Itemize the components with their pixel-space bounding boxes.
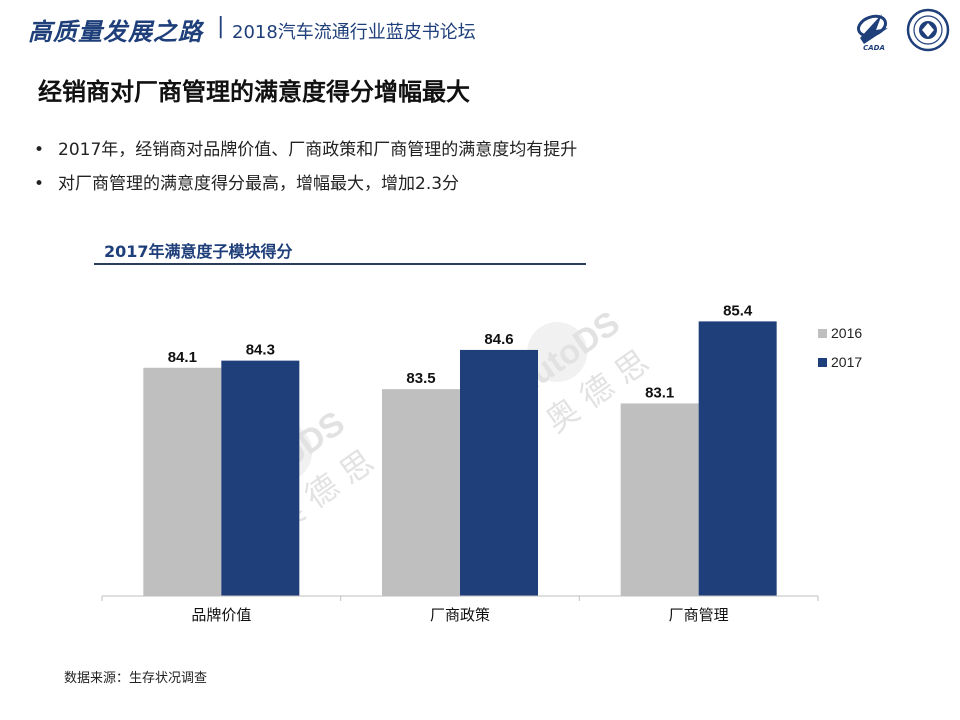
bar-2016-1 [382, 389, 460, 596]
header-title: 高质量发展之路 [28, 17, 203, 46]
legend-swatch-2016 [818, 329, 827, 338]
chart-title-underline [94, 263, 586, 265]
category-label: 品牌价值 [191, 606, 251, 624]
bullet-item: • 2017年，经销商对品牌价值、厂商政策和厂商管理的满意度均有提升 [34, 140, 578, 160]
category-label: 厂商政策 [430, 606, 490, 624]
bars-group: 84.1 84.3 83.5 84.6 83.1 85.4 [143, 302, 777, 596]
bullet-list: • 2017年，经销商对品牌价值、厂商政策和厂商管理的满意度均有提升 • 对厂商管理… [34, 133, 577, 201]
legend-label: 2016 [831, 325, 862, 341]
bar-2016-0 [143, 367, 222, 596]
bullet-item: • 对厂商管理的满意度得分最高，增幅最大，增加2.3分 [34, 174, 460, 194]
slide-header: 高质量发展之路 | 2018汽车流通行业蓝皮书论坛 CADA [0, 0, 960, 58]
data-label: 85.4 [723, 302, 753, 319]
data-label: 84.3 [246, 342, 275, 359]
bar-2017-0 [221, 360, 300, 596]
category-label: 厂商管理 [669, 606, 729, 624]
legend-swatch-2017 [818, 358, 827, 367]
header-separator: | [217, 14, 225, 39]
slide-title: 经销商对厂商管理的满意度得分增幅最大 [38, 78, 470, 106]
bar-2017-2 [698, 321, 777, 596]
association-seal-icon [906, 8, 950, 52]
cada-logo-icon: CADA [856, 14, 888, 52]
data-label: 84.6 [484, 331, 513, 348]
data-label: 83.1 [645, 384, 674, 401]
data-label: 84.1 [168, 349, 197, 366]
legend-label: 2017 [831, 354, 862, 370]
header-subtitle: 2018汽车流通行业蓝皮书论坛 [232, 22, 476, 43]
data-label: 83.5 [406, 370, 435, 387]
data-source-note: 数据来源：生存状况调查 [64, 671, 208, 686]
bar-2016-2 [620, 403, 699, 596]
chart-legend: 2016 2017 [818, 325, 862, 370]
bullet-text: 对厂商管理的满意度得分最高，增幅最大，增加2.3分 [58, 174, 460, 194]
x-axis: 品牌价值 厂商政策 厂商管理 [101, 595, 819, 624]
chart-title: 2017年满意度子模块得分 [104, 242, 293, 261]
watermark-circle [527, 321, 588, 382]
bullet-text: 2017年，经销商对品牌价值、厂商政策和厂商管理的满意度均有提升 [58, 140, 578, 160]
cada-logo-text: CADA [863, 44, 885, 52]
bar-2017-1 [460, 349, 538, 596]
